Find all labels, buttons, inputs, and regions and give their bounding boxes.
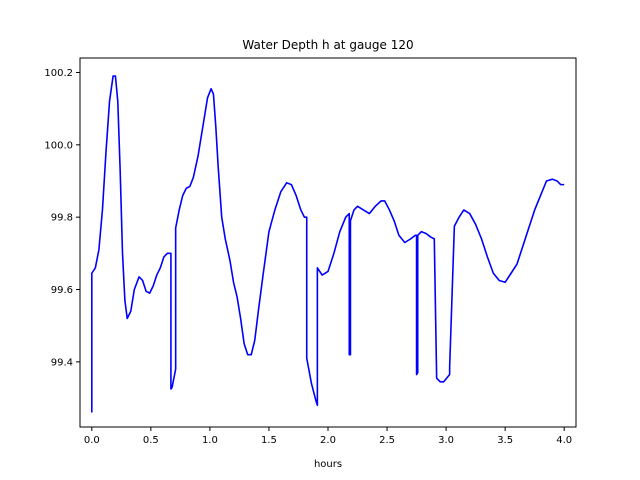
plot-area xyxy=(91,75,565,413)
y-tick-label: 99.6 xyxy=(51,285,73,296)
x-tick-label: 3.0 xyxy=(438,435,454,446)
x-axis-label: hours xyxy=(314,459,342,470)
x-tick-label: 4.0 xyxy=(556,435,572,446)
y-tick-label: 99.8 xyxy=(51,213,73,224)
y-tick-label: 100.2 xyxy=(44,68,73,79)
x-tick-label: 0.5 xyxy=(143,435,159,446)
x-tick-label: 0.0 xyxy=(84,435,100,446)
x-tick-label: 2.5 xyxy=(379,435,395,446)
series-line-0 xyxy=(91,75,565,413)
x-tick-label: 3.5 xyxy=(497,435,513,446)
y-tick-label: 100.0 xyxy=(44,140,73,151)
axes-frame xyxy=(79,57,577,428)
x-tick-label: 1.5 xyxy=(261,435,277,446)
chart-title: Water Depth h at gauge 120 xyxy=(242,38,413,52)
x-tick-label: 1.0 xyxy=(202,435,218,446)
x-tick-label: 2.0 xyxy=(320,435,336,446)
y-tick-label: 99.4 xyxy=(51,357,73,368)
axis-ticks: 0.0 0.5 1.0 1.5 2.0 2.5 3.0 3.5 4.0 99.4 99.6 99.8 1… xyxy=(44,68,572,446)
